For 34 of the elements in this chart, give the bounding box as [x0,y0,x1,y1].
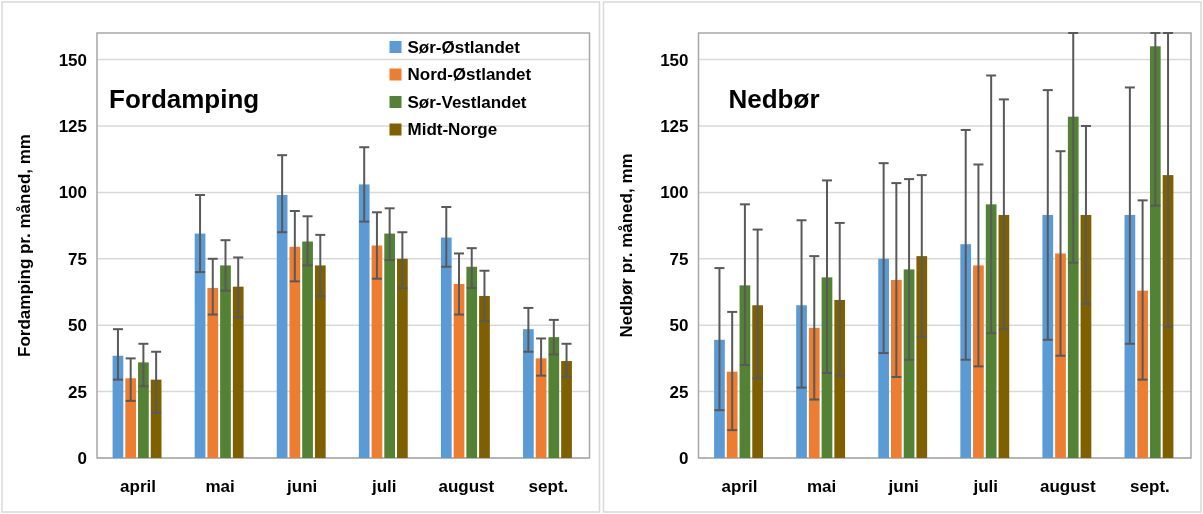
x-tick-label: april [120,477,156,496]
y-tick-label: 125 [58,116,87,136]
x-tick-label: mai [205,477,235,496]
y-tick-label: 150 [58,50,87,70]
y-tick-label: 25 [669,382,689,402]
y-tick-label: 25 [68,382,87,402]
x-tick-label: august [438,477,495,496]
y-tick-label: 150 [660,50,689,70]
legend-label: Nord-Østlandet [407,65,532,85]
y-axis-title: Fordamping pr. måned, mm [15,134,34,357]
x-tick-label: juli [371,477,397,496]
x-tick-label: mai [806,477,837,496]
y-tick-label: 125 [660,116,689,136]
y-axis-title: Nedbør pr. måned, mm [616,153,636,338]
x-tick-label: april [721,477,758,496]
legend-label: Sør-Østlandet [407,37,521,57]
y-tick-label: 0 [679,448,689,468]
x-tick-label: sept. [1130,477,1170,496]
text: Fordamping [109,84,260,114]
text: Nedbør [728,84,820,114]
x-tick-label: juni [286,477,318,496]
x-tick-label: august [1040,477,1097,496]
legend-label: Sør-Vestlandet [407,92,527,112]
x-tick-label: juni [887,477,919,496]
y-tick-label: 50 [68,316,87,336]
x-tick-label: sept. [528,477,569,496]
y-tick-label: 75 [669,249,689,269]
legend-label: Midt-Norge [407,120,498,140]
y-tick-label: 0 [77,448,87,468]
y-tick-label: 100 [58,183,87,203]
y-tick-label: 75 [68,249,87,269]
y-tick-label: 50 [669,316,689,336]
x-tick-label: juli [972,477,999,496]
y-tick-label: 100 [660,183,689,203]
